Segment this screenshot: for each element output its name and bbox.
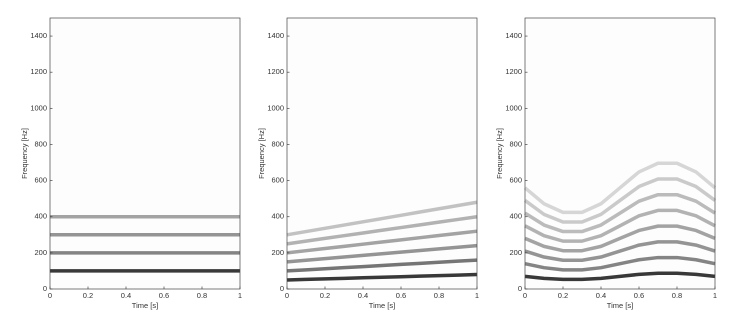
y-tick-label: 1200 — [267, 67, 284, 76]
y-tick-label: 1000 — [267, 103, 284, 112]
x-tick-label: 0.4 — [358, 291, 368, 300]
x-axis-label: Time [s] — [607, 301, 633, 310]
x-tick-label: 0 — [523, 291, 527, 300]
x-axis-label: Time [s] — [369, 301, 395, 310]
x-tick-label: 0 — [285, 291, 289, 300]
harmonic-line — [524, 192, 716, 234]
harmonic-line — [286, 200, 478, 237]
y-tick-label: 1000 — [30, 103, 47, 112]
y-tick-label: 800 — [509, 139, 522, 148]
y-tick-label: 600 — [34, 176, 47, 185]
y-tick-label: 800 — [34, 139, 47, 148]
y-tick-label: 0 — [518, 284, 522, 293]
harmonic-line — [286, 272, 478, 282]
harmonic-line — [524, 208, 716, 243]
x-tick-label: 0.4 — [596, 291, 606, 300]
y-tick-label: 1200 — [30, 67, 47, 76]
x-tick-label: 0.8 — [672, 291, 682, 300]
axes-box — [49, 17, 241, 290]
y-axis-label: Frequency [Hz] — [495, 128, 504, 179]
y-tick-label: 200 — [34, 248, 47, 257]
harmonic-line — [286, 215, 478, 246]
x-tick-label: 0.8 — [434, 291, 444, 300]
harmonic-line — [286, 258, 478, 273]
plot-area — [287, 18, 477, 289]
y-tick-label: 1000 — [505, 103, 522, 112]
y-tick-label: 0 — [280, 284, 284, 293]
axes-box — [524, 17, 716, 290]
harmonic-line — [524, 271, 716, 282]
harmonic-line — [523, 177, 717, 224]
x-tick-label: 0.6 — [634, 291, 644, 300]
y-tick-label: 200 — [271, 248, 284, 257]
y-axis-label: Frequency [Hz] — [20, 128, 29, 179]
harmonic-line — [524, 240, 716, 263]
y-tick-label: 1400 — [505, 31, 522, 40]
y-tick-label: 0 — [43, 284, 47, 293]
harmonic-line — [286, 229, 478, 255]
y-tick-label: 600 — [271, 176, 284, 185]
x-tick-label: 1 — [713, 291, 717, 300]
y-tick-label: 1200 — [505, 67, 522, 76]
x-tick-label: 0.6 — [159, 291, 169, 300]
x-tick-label: 0.6 — [396, 291, 406, 300]
x-tick-label: 0.8 — [197, 291, 207, 300]
harmonic-line — [524, 255, 716, 272]
y-tick-label: 400 — [34, 212, 47, 221]
axes-box — [286, 17, 478, 290]
y-axis-label: Frequency [Hz] — [257, 128, 266, 179]
harmonic-line — [524, 224, 716, 253]
y-tick-label: 800 — [271, 139, 284, 148]
plot-area — [50, 18, 240, 289]
y-tick-label: 600 — [509, 176, 522, 185]
x-tick-label: 0.2 — [558, 291, 568, 300]
y-tick-label: 400 — [509, 212, 522, 221]
x-tick-label: 0.2 — [320, 291, 330, 300]
x-tick-label: 0 — [48, 291, 52, 300]
x-tick-label: 0.4 — [121, 291, 131, 300]
y-tick-label: 1400 — [267, 31, 284, 40]
harmonic-line — [523, 161, 717, 215]
x-tick-label: 1 — [238, 291, 242, 300]
y-tick-label: 1400 — [30, 31, 47, 40]
y-tick-label: 400 — [271, 212, 284, 221]
y-tick-label: 200 — [509, 248, 522, 257]
x-tick-label: 0.2 — [83, 291, 93, 300]
x-tick-label: 1 — [475, 291, 479, 300]
x-axis-label: Time [s] — [132, 301, 158, 310]
harmonic-line — [286, 243, 478, 264]
